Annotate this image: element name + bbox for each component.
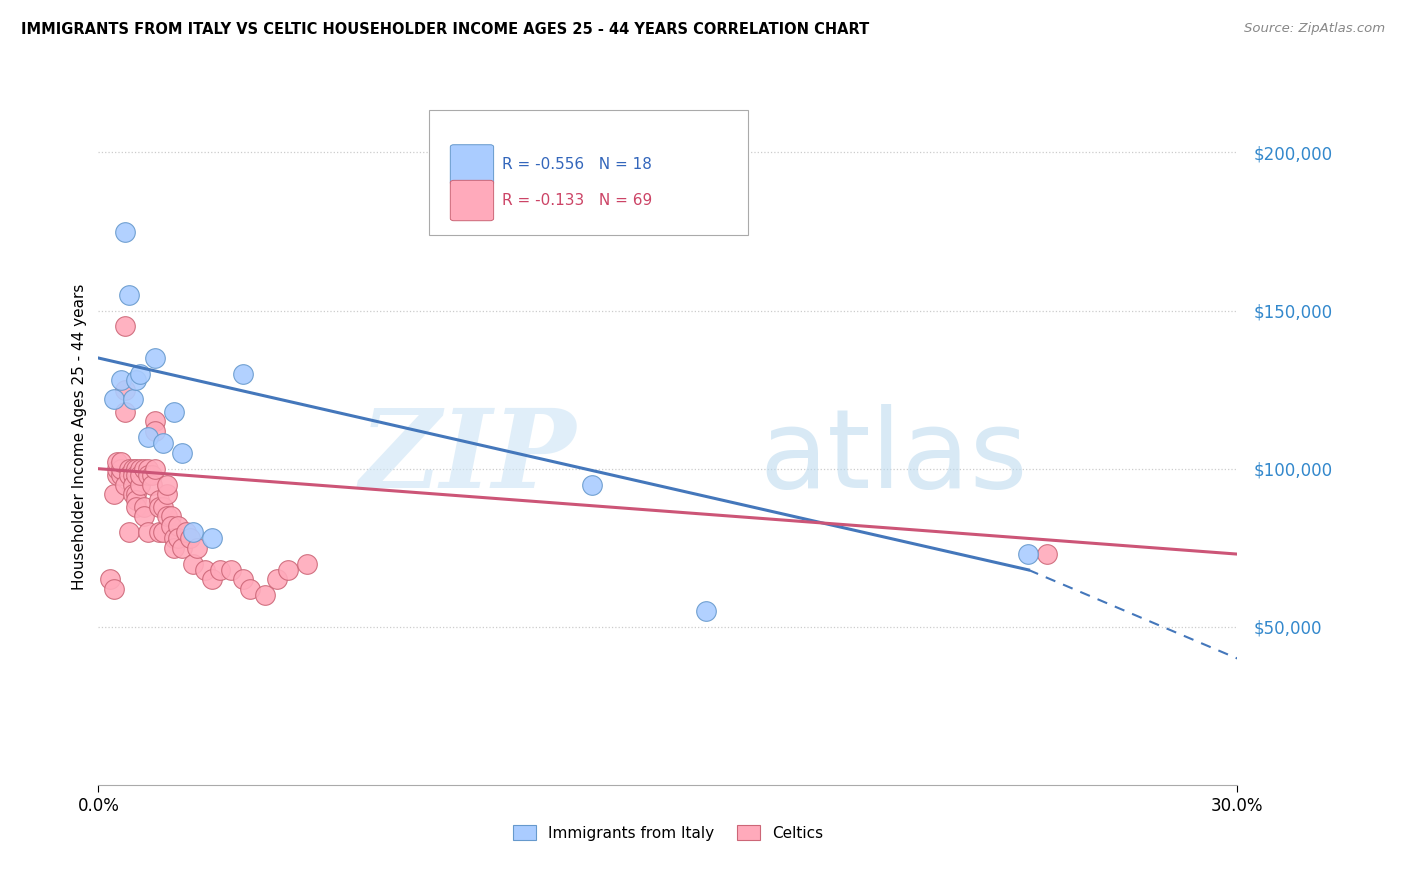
Point [163,531,186,545]
Point [201,531,224,545]
Point [136,524,159,539]
Point [141,468,163,483]
Point [118,524,141,539]
Point [174,524,197,539]
Point [163,541,186,555]
Text: IMMIGRANTS FROM ITALY VS CELTIC HOUSEHOLDER INCOME AGES 25 - 44 YEARS CORRELATIO: IMMIGRANTS FROM ITALY VS CELTIC HOUSEHOL… [21,22,869,37]
FancyBboxPatch shape [450,145,494,185]
Point [98,573,121,587]
Point [145,424,167,438]
Point [297,557,319,571]
Point [156,477,179,491]
FancyBboxPatch shape [450,180,494,220]
Point [254,588,277,602]
Point [118,461,141,475]
Point [145,351,167,365]
Point [107,468,129,483]
Point [221,563,243,577]
Point [232,573,254,587]
Point [136,430,159,444]
Point [121,461,143,475]
Point [201,573,224,587]
Point [114,225,136,239]
Y-axis label: Householder Income Ages 25 - 44 years: Householder Income Ages 25 - 44 years [72,284,87,591]
Point [170,541,193,555]
Point [110,455,132,469]
Text: Source: ZipAtlas.com: Source: ZipAtlas.com [1244,22,1385,36]
Point [107,455,129,469]
Point [239,582,262,596]
Text: R = -0.556   N = 18: R = -0.556 N = 18 [502,157,651,172]
Point [136,468,159,483]
Point [141,477,163,491]
Point [1036,547,1059,561]
Point [132,509,155,524]
Point [129,367,152,381]
Point [156,509,179,524]
Point [121,487,143,501]
Point [152,436,174,450]
Text: R = -0.133   N = 69: R = -0.133 N = 69 [502,193,652,208]
Point [118,468,141,483]
Point [114,383,136,397]
Point [145,414,167,428]
Point [156,487,179,501]
Point [103,582,125,596]
Point [1018,547,1040,561]
Point [114,319,136,334]
Point [110,461,132,475]
Point [167,531,190,545]
Point [125,461,148,475]
Point [125,468,148,483]
Point [152,524,174,539]
Point [125,500,148,514]
Point [110,468,132,483]
Legend: Immigrants from Italy, Celtics: Immigrants from Italy, Celtics [506,819,830,847]
Point [129,477,152,491]
Point [152,500,174,514]
Point [103,392,125,406]
Point [118,287,141,301]
Point [266,573,288,587]
Point [129,468,152,483]
Point [208,563,231,577]
Point [114,477,136,491]
Text: ZIP: ZIP [360,404,576,512]
Point [148,524,170,539]
Point [277,563,299,577]
Point [159,518,181,533]
Point [114,405,136,419]
Point [167,518,190,533]
FancyBboxPatch shape [429,110,748,235]
Point [132,461,155,475]
Point [121,468,143,483]
Point [103,487,125,501]
Point [581,477,603,491]
Point [194,563,217,577]
Point [110,373,132,387]
Point [232,367,254,381]
Point [183,524,205,539]
Point [125,487,148,501]
Point [125,373,148,387]
Point [148,500,170,514]
Point [121,477,143,491]
Point [170,446,193,460]
Point [121,392,143,406]
Point [148,493,170,508]
Point [136,461,159,475]
Text: atlas: atlas [759,404,1028,511]
Point [183,557,205,571]
Point [163,405,186,419]
Point [145,461,167,475]
Point [159,509,181,524]
Point [186,541,208,555]
Point [107,461,129,475]
Point [695,604,717,618]
Point [129,461,152,475]
Point [125,493,148,508]
Point [132,500,155,514]
Point [179,531,201,545]
